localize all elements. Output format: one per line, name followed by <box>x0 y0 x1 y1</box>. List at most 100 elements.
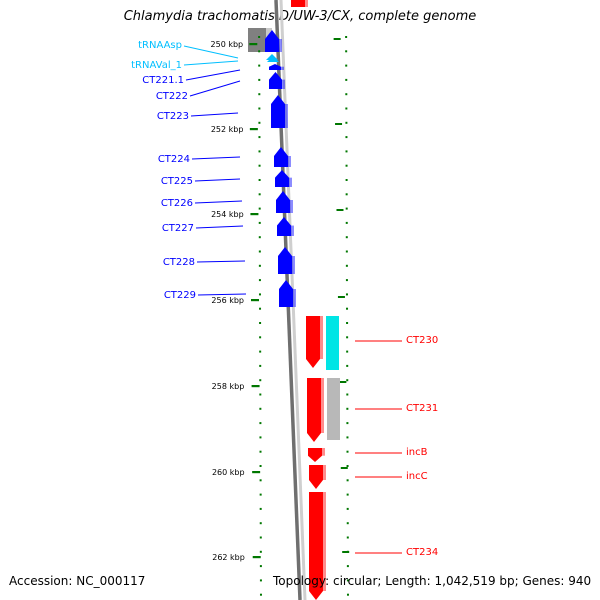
feature-label: CT223 <box>157 111 189 122</box>
tick-dot-right <box>345 93 348 96</box>
tick-dot-right <box>346 565 349 568</box>
tick-dot-right <box>346 307 349 310</box>
tick-dot-left <box>258 193 261 196</box>
trna-arrow <box>267 56 279 62</box>
leader-line <box>189 80 241 97</box>
leader-line <box>197 293 247 296</box>
tick-dot-right <box>346 593 349 596</box>
tick-dot-left <box>259 422 262 425</box>
feature-label: CT230 <box>406 335 438 346</box>
tick-dot-left <box>258 250 261 253</box>
tick-major-left <box>249 43 258 46</box>
tick-dot-left <box>258 150 261 153</box>
tick-dot-left <box>259 450 262 453</box>
tick-dot-left <box>258 293 261 296</box>
tick-dot-left <box>259 493 262 496</box>
tick-dot-right <box>346 422 349 425</box>
tick-dot-left <box>258 93 261 96</box>
tick-dot-right <box>345 64 348 67</box>
tick-dot-right <box>345 221 348 224</box>
ct234-arrow <box>309 492 326 600</box>
tick-dot-left <box>258 264 261 267</box>
scale-label: 256 kbp <box>211 296 244 305</box>
tick-major-left <box>251 385 260 388</box>
tick-dot-left <box>259 350 262 353</box>
tick-dot-right <box>345 193 348 196</box>
feature-label: CT224 <box>158 154 190 165</box>
cds-arrow <box>277 217 294 236</box>
tick-dot-left <box>258 236 261 239</box>
tick-dot-left <box>259 536 262 539</box>
tick-dot-left <box>259 522 262 525</box>
leader-line <box>190 112 239 117</box>
tick-dot-right <box>346 493 349 496</box>
right-strand-features <box>291 0 340 600</box>
tick-dot-left <box>258 64 261 67</box>
tick-dot-right <box>346 350 349 353</box>
tick-dot-left <box>259 579 262 582</box>
cds-arrow <box>276 191 293 213</box>
leader-line <box>196 260 246 263</box>
tick-dot-left <box>259 479 262 482</box>
tick-dot-right <box>345 36 348 38</box>
tick-dot-left <box>258 136 261 139</box>
tick-major-right <box>337 296 345 298</box>
tick-major-right <box>340 467 348 469</box>
tick-dot-left <box>259 336 262 339</box>
feature-label: CT228 <box>163 257 195 268</box>
tick-dot-right <box>345 150 348 153</box>
topology-label: Topology: circular; Length: 1,042,519 bp… <box>273 574 592 588</box>
scale-label: 258 kbp <box>212 382 245 391</box>
feature-label: tRNAVal_1 <box>131 60 182 71</box>
ct231-arrow <box>307 378 324 442</box>
tick-dot-left <box>259 307 262 310</box>
cds-arrow <box>279 280 296 307</box>
scale-label: 262 kbp <box>212 553 245 562</box>
feature-label: CT222 <box>156 91 188 102</box>
ct230-aux-block <box>326 316 339 370</box>
feature-label: incC <box>406 471 428 482</box>
tick-dot-left <box>259 393 262 396</box>
tick-dot-left <box>259 507 262 510</box>
tick-major-right <box>339 381 347 383</box>
tick-dot-right <box>345 136 348 139</box>
tick-dot-right <box>345 164 348 167</box>
tick-dot-left <box>259 565 262 568</box>
tick-dot-right <box>346 479 349 482</box>
tick-major-left <box>250 213 259 216</box>
feature-label: CT234 <box>406 547 438 558</box>
cds-arrow-top <box>265 30 282 52</box>
tick-dot-left <box>258 78 261 81</box>
feature-label: incB <box>406 447 428 458</box>
tick-dot-right <box>345 236 348 239</box>
top-red-feature <box>291 0 305 7</box>
tick-dot-right <box>345 250 348 253</box>
tick-dot-left <box>259 379 262 382</box>
scale-label: 254 kbp <box>211 210 244 219</box>
incc-arrow <box>309 465 326 489</box>
ct231-aux-block <box>327 378 340 440</box>
tick-major-left <box>249 128 258 131</box>
cds-arrow <box>274 147 291 167</box>
tick-major-left <box>251 299 259 302</box>
tick-dot-right <box>345 293 348 296</box>
cds-arrow <box>269 72 285 89</box>
tick-dot-right <box>345 50 348 53</box>
leader-line <box>185 69 241 81</box>
map-title: Chlamydia trachomatis D/UW-3/CX, complet… <box>123 9 477 24</box>
tick-dot-left <box>259 322 262 324</box>
tick-dot-right <box>346 465 349 467</box>
tick-dot-left <box>258 36 261 38</box>
gap-block <box>248 28 266 52</box>
tick-dot-right <box>346 322 349 324</box>
tick-dot-right <box>345 207 348 210</box>
tick-dot-left <box>259 436 262 439</box>
tick-dot-right <box>346 579 349 582</box>
leader-line <box>195 225 244 229</box>
feature-label: CT227 <box>162 223 194 234</box>
tick-dot-left <box>258 279 261 282</box>
tick-dot-left <box>258 107 261 110</box>
feature-label: CT226 <box>161 198 193 209</box>
ct230-arrow <box>306 316 323 368</box>
